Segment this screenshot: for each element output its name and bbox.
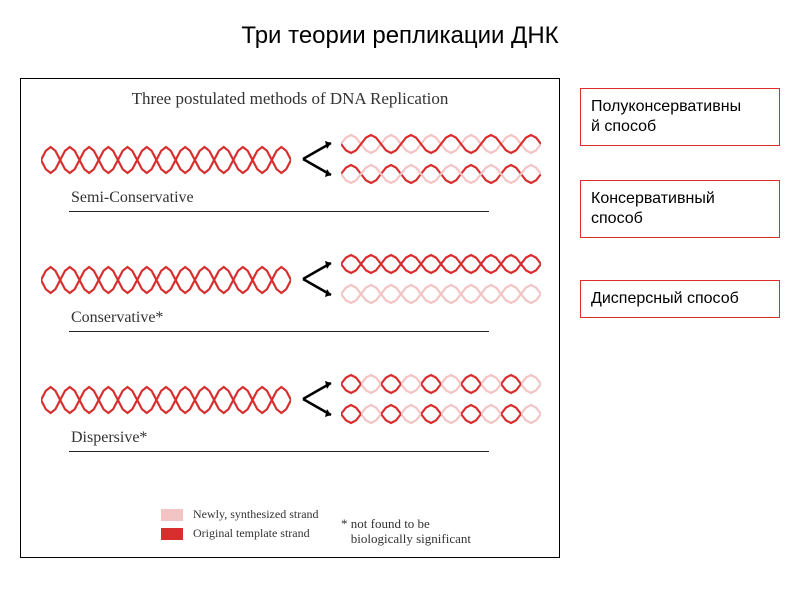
- method-semi: Semi-Conservative: [21, 127, 559, 237]
- parent-dna: [41, 265, 291, 295]
- daughter-dna-2: [341, 163, 541, 185]
- parent-dna: [41, 385, 291, 415]
- method-label: Conservative*: [71, 309, 163, 327]
- footnote: * not found to be biologically significa…: [341, 517, 471, 547]
- legend-orig-label: Original template strand: [193, 526, 310, 541]
- divider: [69, 451, 489, 452]
- parent-dna: [41, 145, 291, 175]
- divider: [69, 211, 489, 212]
- side-label-1: Полуконсервативны й способ: [580, 88, 780, 146]
- side-label-2: Консервативный способ: [580, 180, 780, 238]
- method-cons: Conservative*: [21, 247, 559, 357]
- diagram-box: Three postulated methods of DNA Replicat…: [20, 78, 560, 558]
- daughter-dna-1: [341, 133, 541, 155]
- split-arrows-icon: [299, 137, 339, 181]
- split-arrows-icon: [299, 377, 339, 421]
- daughter-dna-2: [341, 283, 541, 305]
- swatch-orig: [161, 528, 183, 540]
- swatch-new: [161, 509, 183, 521]
- daughter-dna-2: [341, 403, 541, 425]
- method-disp: Dispersive*: [21, 367, 559, 477]
- content-area: Three postulated methods of DNA Replicat…: [20, 78, 780, 580]
- diagram-heading: Three postulated methods of DNA Replicat…: [21, 79, 559, 109]
- method-label: Semi-Conservative: [71, 189, 194, 207]
- side-labels: Полуконсервативны й способ Консервативный…: [580, 88, 780, 352]
- page-title: Три теории репликации ДНК: [0, 0, 800, 66]
- daughter-dna-1: [341, 253, 541, 275]
- split-arrows-icon: [299, 257, 339, 301]
- legend-new-label: Newly, synthesized strand: [193, 507, 319, 522]
- method-label: Dispersive*: [71, 429, 147, 447]
- divider: [69, 331, 489, 332]
- side-label-3: Дисперсный способ: [580, 280, 780, 318]
- daughter-dna-1: [341, 373, 541, 395]
